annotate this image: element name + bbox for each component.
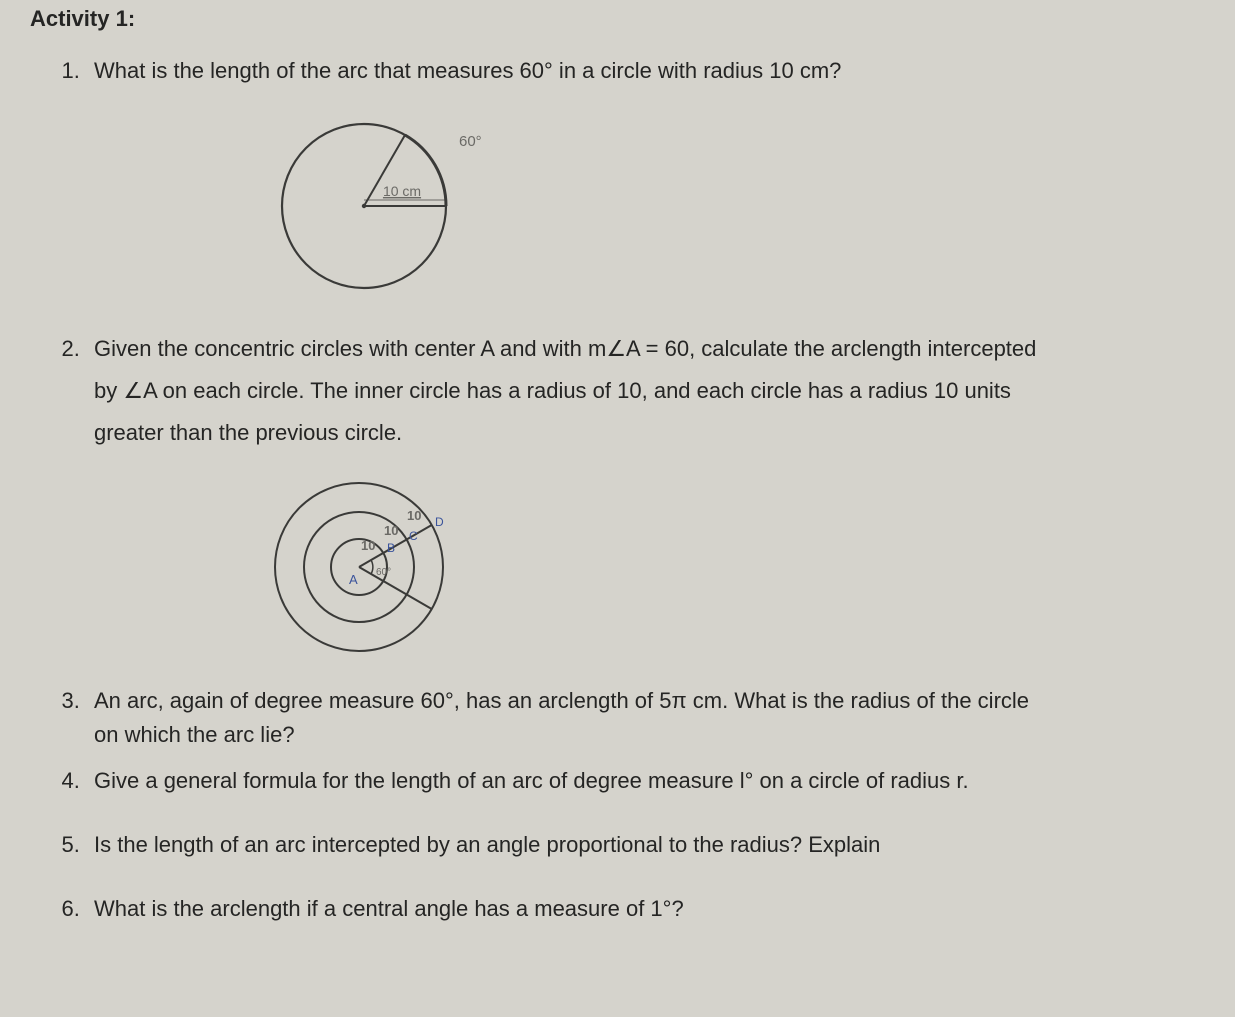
question-6: What is the arclength if a central angle…	[86, 892, 1205, 926]
question-5-text: Is the length of an arc intercepted by a…	[94, 832, 880, 857]
question-2-line2: by ∠A on each circle. The inner circle h…	[94, 378, 1011, 403]
question-2-line1: Given the concentric circles with center…	[94, 336, 1036, 361]
question-4: Give a general formula for the length of…	[86, 764, 1205, 798]
center-a: A	[349, 572, 358, 587]
radius-label: 10 cm	[383, 183, 421, 199]
ring-label-1: 10	[361, 538, 375, 553]
angle-60: 60°	[376, 567, 391, 578]
angle-label: 60°	[459, 133, 482, 150]
point-d: D	[435, 515, 444, 529]
point-c: C	[409, 529, 418, 543]
question-3-line1: An arc, again of degree measure 60°, has…	[94, 688, 1029, 713]
question-6-text: What is the arclength if a central angle…	[94, 896, 684, 921]
question-1: What is the length of the arc that measu…	[86, 54, 1205, 316]
question-5: Is the length of an arc intercepted by a…	[86, 828, 1205, 862]
ring-label-3: 10	[407, 508, 421, 523]
question-1-text: What is the length of the arc that measu…	[94, 58, 841, 83]
question-2-line3: greater than the previous circle.	[94, 420, 402, 445]
point-b: B	[387, 541, 395, 555]
question-3-line2: on which the arc lie?	[94, 722, 295, 747]
activity-title: Activity 1:	[30, 6, 1205, 32]
question-2: Given the concentric circles with center…	[86, 328, 1205, 671]
question-3: An arc, again of degree measure 60°, has…	[86, 684, 1205, 752]
question-list: What is the length of the arc that measu…	[30, 54, 1205, 926]
figure-1: 10 cm 60°	[264, 106, 1205, 316]
figure-2: B C D A 60° 10 10 10	[249, 462, 1205, 672]
ring-label-2: 10	[384, 523, 398, 538]
question-4-text: Give a general formula for the length of…	[94, 768, 969, 793]
